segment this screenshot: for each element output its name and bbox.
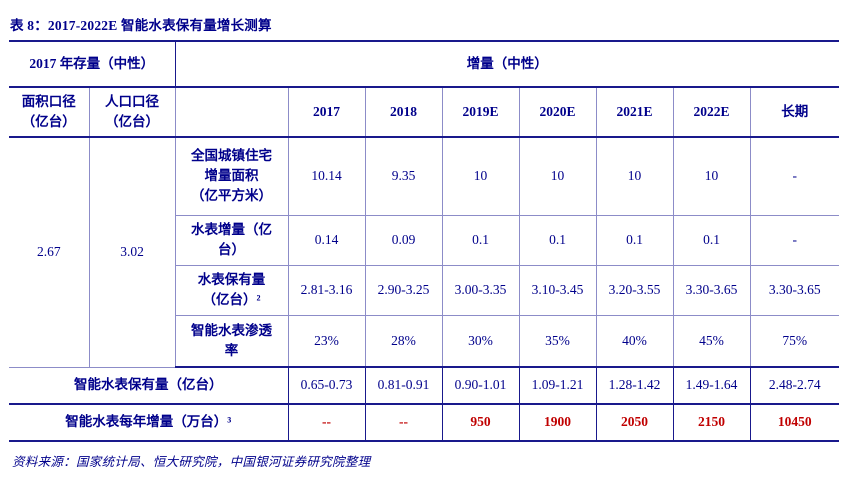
value-cell: 2.81-3.16 — [287, 264, 366, 316]
table-row-housing-area: 2.67 3.02 全国城镇住宅 增量面积 （亿平方米） 10.14 9.35 … — [9, 136, 839, 368]
value-cell: 3.30-3.65 — [672, 264, 751, 316]
highlight-value-cell: -- — [287, 403, 366, 442]
value-cell: 35% — [518, 314, 597, 368]
col-header-2020e: 2020E — [518, 86, 597, 138]
value-cell: 3.10-3.45 — [518, 264, 597, 316]
value-cell: 0.1 — [672, 214, 751, 266]
value-cell: 30% — [441, 314, 520, 368]
data-source-note: 资料来源：国家统计局、恒大研究院，中国银河证券研究院整理 — [12, 455, 371, 469]
value-cell: 3.20-3.55 — [595, 264, 674, 316]
value-cell: - — [749, 214, 839, 266]
value-cell: 10.14 — [287, 136, 366, 216]
value-cell: 3.30-3.65 — [749, 264, 839, 316]
highlight-value-cell: 950 — [441, 403, 520, 442]
table-row-meter-holdings: 水表保有量 （亿台）² 2.81-3.16 2.90-3.25 3.00-3.3… — [9, 264, 839, 316]
stock-population-value: 3.02 — [88, 136, 176, 368]
col-header-longterm: 长期 — [749, 86, 839, 138]
row-label: 全国城镇住宅 增量面积 （亿平方米） — [174, 136, 289, 216]
col-header-population-caliber: 人口口径 （亿台） — [88, 86, 176, 138]
table-row-smart-meter-holdings: 智能水表保有量（亿台） 0.65-0.73 0.81-0.91 0.90-1.0… — [9, 366, 839, 405]
value-cell: 0.1 — [518, 214, 597, 266]
value-cell: 9.35 — [364, 136, 443, 216]
col-header-2019e: 2019E — [441, 86, 520, 138]
growth-estimate-table: 2017 年存量（中性） 增量（中性） 面积口径 （亿台） 人口口径 （亿台） … — [9, 40, 839, 442]
row-label: 智能水表渗透 率 — [175, 314, 289, 368]
value-cell: 10 — [672, 136, 751, 216]
value-cell: 0.14 — [287, 214, 366, 266]
value-cell: 1.49-1.64 — [672, 366, 751, 405]
value-cell: 75% — [749, 314, 839, 368]
stock-area-value: 2.67 — [9, 136, 90, 368]
col-header-2021e: 2021E — [595, 86, 674, 138]
highlight-value-cell: -- — [364, 403, 443, 442]
table-row-smart-meter-annual-increment: 智能水表每年增量（万台）³ -- -- 950 1900 2050 2150 1… — [9, 403, 839, 442]
table-row-penetration: 智能水表渗透 率 23% 28% 30% 35% 40% 45% 75% — [9, 314, 839, 368]
value-cell: 10 — [518, 136, 597, 216]
value-cell: 28% — [364, 314, 443, 368]
row-label: 水表增量（亿 台） — [175, 214, 289, 266]
header-band-row: 2017 年存量（中性） 增量（中性） — [9, 40, 839, 88]
value-cell: - — [749, 136, 839, 216]
table-title: 表 8：2017-2022E 智能水表保有量增长测算 — [10, 18, 272, 33]
col-header-2017: 2017 — [287, 86, 366, 138]
stock-section-header: 2017 年存量（中性） — [9, 40, 176, 88]
value-cell: 2.90-3.25 — [364, 264, 443, 316]
value-cell: 0.1 — [441, 214, 520, 266]
value-cell: 10 — [595, 136, 674, 216]
value-cell: 0.65-0.73 — [287, 366, 366, 405]
value-cell: 3.00-3.35 — [441, 264, 520, 316]
highlight-value-cell: 1900 — [518, 403, 597, 442]
value-cell: 0.90-1.01 — [441, 366, 520, 405]
value-cell: 23% — [287, 314, 366, 368]
col-header-2018: 2018 — [364, 86, 443, 138]
summary-row-label: 智能水表每年增量（万台）³ — [9, 403, 289, 442]
row-label: 水表保有量 （亿台）² — [175, 264, 289, 316]
highlight-value-cell: 2150 — [672, 403, 751, 442]
column-header-row: 面积口径 （亿台） 人口口径 （亿台） 2017 2018 2019E 2020… — [9, 86, 839, 138]
value-cell: 0.09 — [364, 214, 443, 266]
increment-section-header: 增量（中性） — [174, 40, 839, 88]
col-header-2022e: 2022E — [672, 86, 751, 138]
value-cell: 1.09-1.21 — [518, 366, 597, 405]
highlight-value-cell: 2050 — [595, 403, 674, 442]
value-cell: 1.28-1.42 — [595, 366, 674, 405]
value-cell: 40% — [595, 314, 674, 368]
value-cell: 10 — [441, 136, 520, 216]
col-header-area-caliber: 面积口径 （亿台） — [9, 86, 90, 138]
summary-row-label: 智能水表保有量（亿台） — [9, 366, 289, 405]
table-row-meter-increment: 水表增量（亿 台） 0.14 0.09 0.1 0.1 0.1 0.1 - — [9, 214, 839, 266]
value-cell: 0.1 — [595, 214, 674, 266]
value-cell: 2.48-2.74 — [749, 366, 839, 405]
value-cell: 0.81-0.91 — [364, 366, 443, 405]
value-cell: 45% — [672, 314, 751, 368]
highlight-value-cell: 10450 — [749, 403, 839, 442]
col-header-empty — [174, 86, 289, 138]
